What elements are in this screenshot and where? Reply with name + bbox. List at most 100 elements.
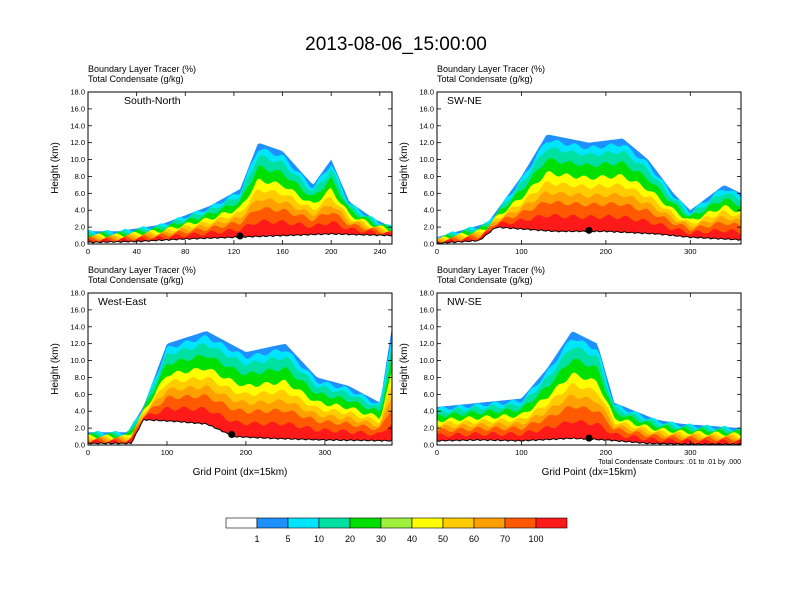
y-tick-label: 4.0 <box>75 407 85 416</box>
x-tick-label: 300 <box>684 448 697 457</box>
terrain-fill <box>437 226 741 244</box>
y-axis-title: Height (km) <box>399 343 410 395</box>
location-marker <box>585 434 593 442</box>
y-tick-label: 12.0 <box>419 339 434 348</box>
y-tick-label: 14.0 <box>70 322 85 331</box>
x-tick-label: 0 <box>435 448 439 457</box>
x-tick-label: 80 <box>181 247 189 256</box>
colorbar-tick-label: 1 <box>254 534 259 544</box>
y-tick-label: 10.0 <box>70 356 85 365</box>
contour-label: Total Condensate (g/kg) <box>88 74 184 84</box>
colorbar-swatch <box>442 517 475 529</box>
y-tick-label: 16.0 <box>70 305 85 314</box>
tracer-band <box>88 219 392 243</box>
location-marker <box>236 232 244 240</box>
x-tick-label: 100 <box>161 448 174 457</box>
field-label: Boundary Layer Tracer (%) <box>88 265 196 275</box>
location-marker <box>228 430 236 438</box>
y-tick-label: 2.0 <box>424 223 434 232</box>
panel-name: West-East <box>98 296 146 308</box>
y-tick-label: 18.0 <box>419 289 434 298</box>
y-tick-label: 16.0 <box>419 305 434 314</box>
y-tick-label: 14.0 <box>419 322 434 331</box>
y-tick-label: 10.0 <box>70 155 85 164</box>
plot-frame <box>436 91 742 245</box>
x-tick-label: 300 <box>319 448 332 457</box>
contour-note: Total Condensate Contours: .01 to .01 by… <box>598 459 741 466</box>
y-tick-label: 16.0 <box>419 104 434 113</box>
chart-panel: Boundary Layer Tracer (%)Total Condensat… <box>399 265 742 478</box>
tracer-band <box>437 420 741 445</box>
plot-area <box>88 143 392 244</box>
field-label: Boundary Layer Tracer (%) <box>437 265 545 275</box>
x-tick-label: 40 <box>132 247 140 256</box>
y-tick-label: 18.0 <box>70 88 85 97</box>
x-tick-label: 160 <box>276 247 289 256</box>
chart-panel: Boundary Layer Tracer (%)Total Condensat… <box>50 64 393 256</box>
x-tick-label: 200 <box>600 247 613 256</box>
y-tick-label: 10.0 <box>419 155 434 164</box>
colorbar-tick-label: 40 <box>407 534 417 544</box>
x-tick-label: 100 <box>515 247 528 256</box>
y-tick-label: 6.0 <box>75 189 85 198</box>
y-tick-label: 0.0 <box>75 240 85 249</box>
y-tick-label: 14.0 <box>70 121 85 130</box>
y-tick-label: 0.0 <box>75 441 85 450</box>
y-axis-title: Height (km) <box>399 142 410 194</box>
y-tick-label: 4.0 <box>424 407 434 416</box>
panel-name: South-North <box>124 95 181 107</box>
y-tick-label: 14.0 <box>419 121 434 130</box>
colorbar-tick-label: 20 <box>345 534 355 544</box>
tracer-band <box>88 394 392 444</box>
colorbar-swatch <box>318 517 351 529</box>
colorbar-swatch <box>411 517 444 529</box>
y-tick-label: 12.0 <box>419 138 434 147</box>
y-tick-label: 10.0 <box>419 356 434 365</box>
y-tick-label: 12.0 <box>70 339 85 348</box>
y-tick-label: 2.0 <box>75 424 85 433</box>
terrain-fill <box>88 419 392 445</box>
plot-frame <box>87 91 393 245</box>
colorbar-swatch <box>473 517 506 529</box>
y-tick-label: 2.0 <box>424 424 434 433</box>
plot-area <box>437 134 741 244</box>
contour-label: Total Condensate (g/kg) <box>437 74 533 84</box>
x-tick-label: 0 <box>435 247 439 256</box>
chart-panel: Boundary Layer Tracer (%)Total Condensat… <box>50 265 393 478</box>
x-tick-label: 0 <box>86 448 90 457</box>
colorbar-tick-label: 70 <box>500 534 510 544</box>
contour-label: Total Condensate (g/kg) <box>88 275 184 285</box>
chart-panel: Boundary Layer Tracer (%)Total Condensat… <box>399 64 742 256</box>
y-tick-label: 6.0 <box>424 189 434 198</box>
x-tick-label: 120 <box>228 247 241 256</box>
y-tick-label: 8.0 <box>75 373 85 382</box>
field-label: Boundary Layer Tracer (%) <box>437 64 545 74</box>
y-tick-label: 8.0 <box>75 172 85 181</box>
colorbar-swatch <box>225 517 258 529</box>
y-tick-label: 4.0 <box>424 206 434 215</box>
plot-frame <box>436 292 742 446</box>
y-tick-label: 16.0 <box>70 104 85 113</box>
y-tick-label: 0.0 <box>424 240 434 249</box>
x-tick-label: 200 <box>325 247 338 256</box>
plot-area <box>437 331 741 445</box>
colorbar-swatch <box>256 517 289 529</box>
y-tick-label: 4.0 <box>75 206 85 215</box>
x-tick-label: 200 <box>600 448 613 457</box>
y-tick-label: 6.0 <box>424 390 434 399</box>
y-axis-title: Height (km) <box>50 142 61 194</box>
panel-name: SW-NE <box>447 95 482 107</box>
contour-label: Total Condensate (g/kg) <box>437 275 533 285</box>
y-tick-label: 8.0 <box>424 373 434 382</box>
y-tick-label: 8.0 <box>424 172 434 181</box>
colorbar-tick-label: 10 <box>314 534 324 544</box>
y-tick-label: 18.0 <box>419 88 434 97</box>
location-marker <box>585 226 593 234</box>
tracer-band <box>88 406 392 444</box>
colorbar-tick-label: 60 <box>469 534 479 544</box>
x-tick-label: 100 <box>515 448 528 457</box>
terrain-line <box>88 418 392 445</box>
y-tick-label: 2.0 <box>75 223 85 232</box>
colorbar: 1 5 10 20 30 40 50 60 70 100 <box>225 517 568 544</box>
